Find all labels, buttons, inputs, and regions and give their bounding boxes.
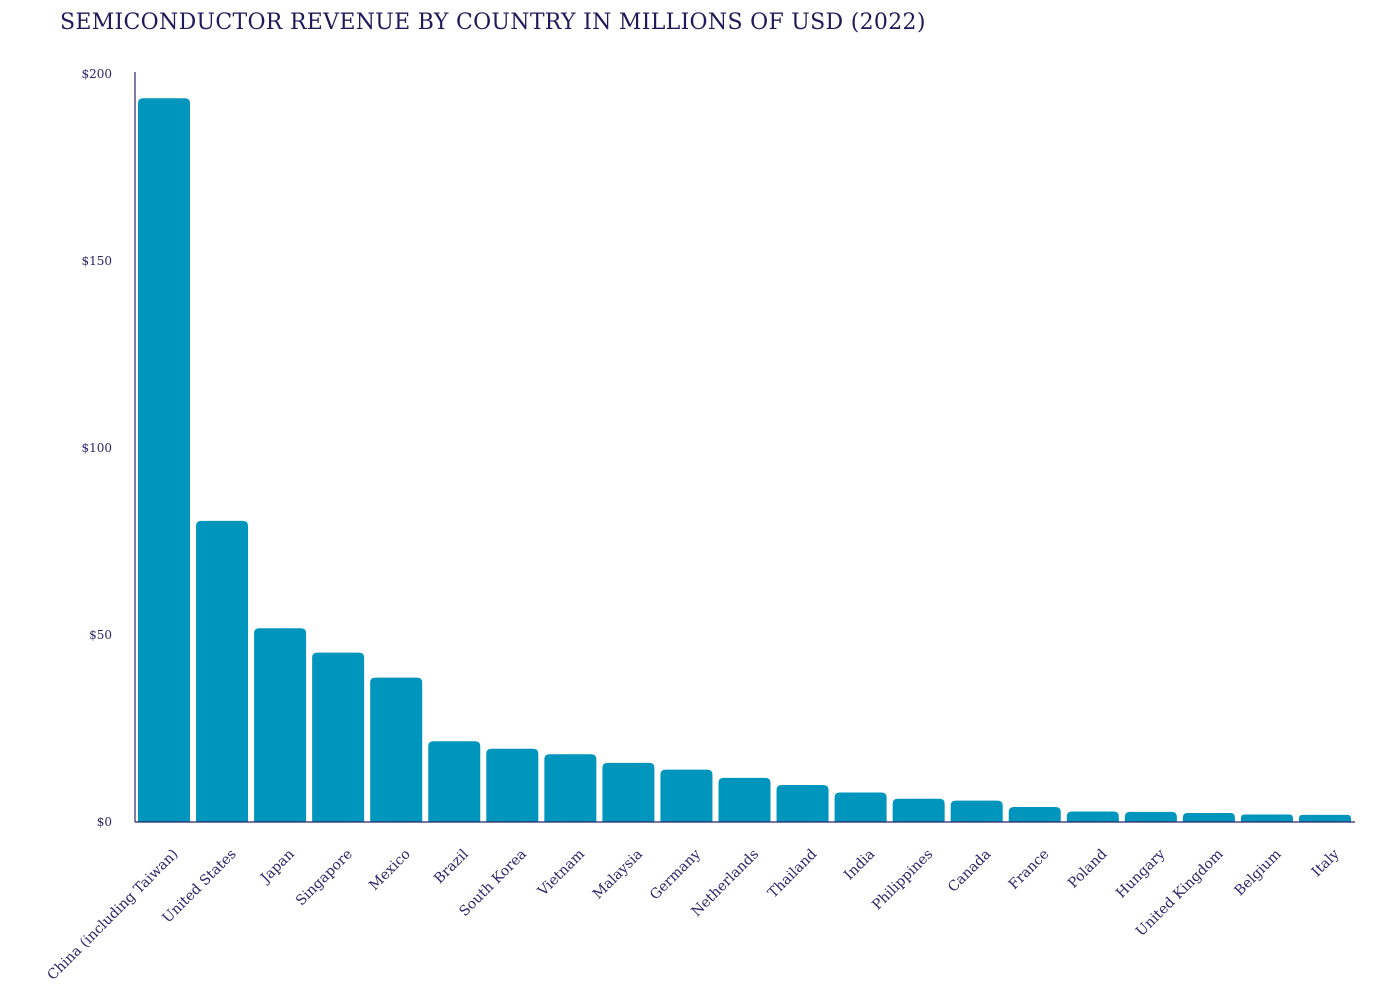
- chart-title: SEMICONDUCTOR REVENUE BY COUNTRY IN MILL…: [60, 10, 926, 35]
- x-tick-label: Canada: [945, 846, 994, 895]
- x-tick-label: France: [1006, 846, 1053, 893]
- x-tick-label: Malaysia: [590, 846, 646, 902]
- y-tick-label: $100: [81, 441, 112, 455]
- bar-vietnam: [544, 754, 597, 822]
- bar-brazil: [428, 741, 481, 822]
- bar-france: [1008, 807, 1061, 822]
- y-tick-label: $200: [81, 67, 112, 81]
- bar-china-including-taiwan: [138, 98, 190, 822]
- x-tick-label: Italy: [1309, 846, 1343, 880]
- y-tick-label: $50: [89, 628, 112, 642]
- x-tick-label: Mexico: [366, 846, 414, 894]
- x-tick-label: Philippines: [869, 846, 936, 913]
- bar-malaysia: [602, 762, 655, 822]
- x-tick-label: Vietnam: [534, 846, 588, 900]
- bar-south-korea: [486, 748, 539, 822]
- bar-singapore: [312, 652, 365, 822]
- x-tick-label: Belgium: [1232, 846, 1285, 899]
- x-tick-label: Brazil: [431, 846, 472, 887]
- bar-canada: [950, 800, 1003, 822]
- bar-belgium: [1240, 814, 1293, 822]
- y-tick-label: $150: [81, 254, 112, 268]
- bar-united-states: [196, 520, 249, 822]
- x-tick-label: India: [841, 846, 878, 883]
- x-tick-label: Germany: [647, 846, 704, 903]
- bar-united-kingdom: [1182, 813, 1235, 822]
- bar-india: [834, 792, 887, 822]
- y-tick-label: $0: [97, 815, 112, 829]
- x-tick-label: Japan: [256, 846, 297, 887]
- y-tick-labels: $0 $50 $100 $150 $200: [81, 67, 112, 829]
- bar-germany: [660, 769, 713, 822]
- x-tick-label: Hungary: [1113, 846, 1168, 901]
- x-tick-label: Poland: [1065, 846, 1110, 891]
- bar-japan: [254, 628, 307, 822]
- bar-mexico: [370, 677, 423, 822]
- x-tick-label: Singapore: [293, 846, 356, 909]
- bar-hungary: [1124, 811, 1177, 822]
- bar-netherlands: [718, 777, 771, 822]
- x-tick-labels: China (including Taiwan)United States Jap…: [44, 846, 1342, 984]
- bar-thailand: [776, 784, 829, 822]
- bars-group: [138, 98, 1351, 822]
- x-tick-label: Thailand: [765, 846, 820, 901]
- bar-poland: [1066, 811, 1119, 822]
- bar-italy: [1299, 814, 1351, 822]
- bar-philippines: [892, 798, 945, 822]
